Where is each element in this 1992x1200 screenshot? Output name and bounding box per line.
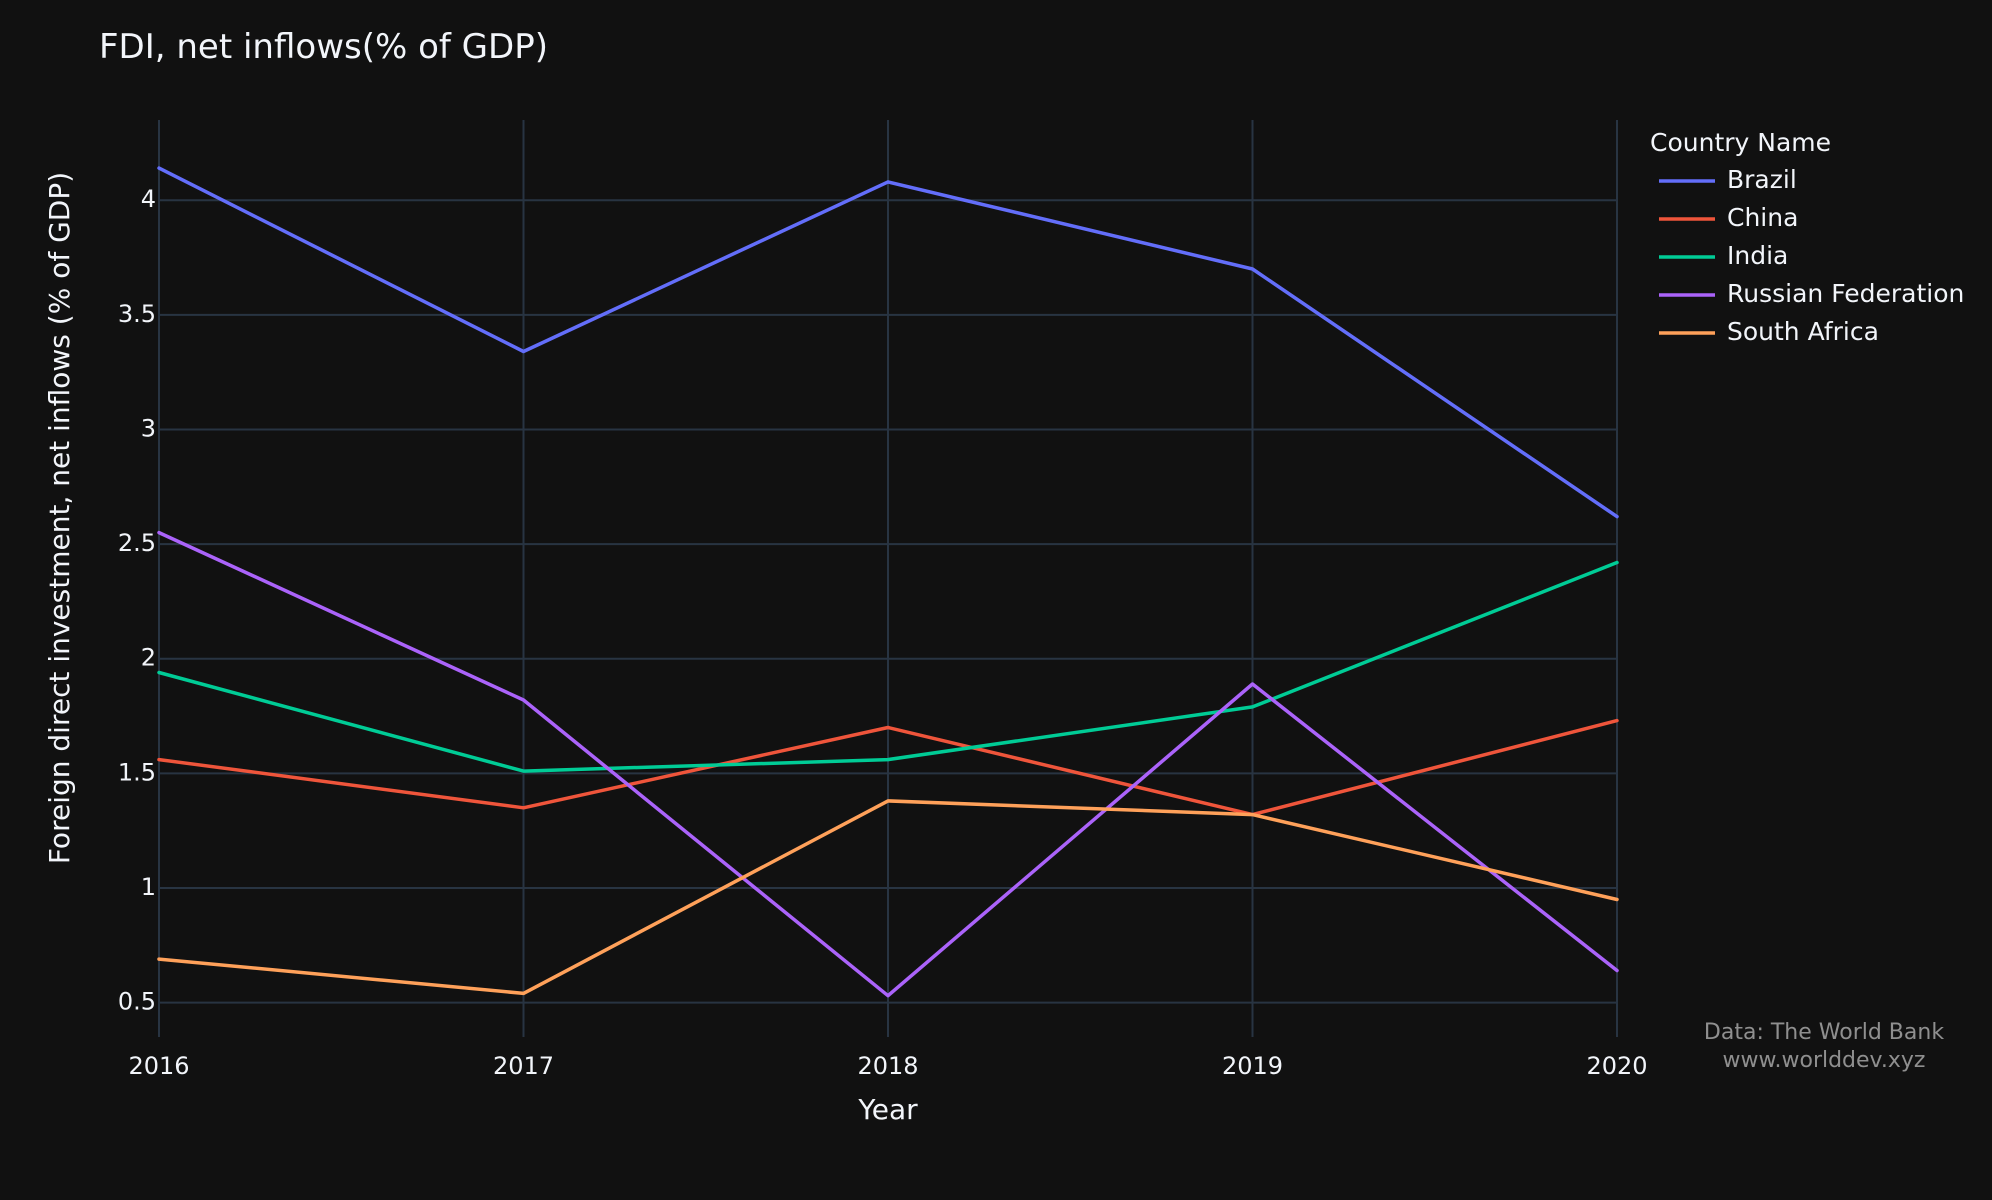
y-tick-label: 3 <box>141 414 156 442</box>
x-axis-title: Year <box>857 1093 918 1126</box>
source-line-1: Data: The World Bank <box>1704 1020 1944 1045</box>
x-tick-label: 2017 <box>493 1052 554 1080</box>
chart-title: FDI, net inflows(% of GDP) <box>99 27 548 67</box>
legend-item-china[interactable]: China <box>1727 203 1798 232</box>
x-tick-label: 2019 <box>1222 1052 1283 1080</box>
legend-item-south-africa[interactable]: South Africa <box>1727 317 1879 346</box>
y-tick-label: 1.5 <box>118 758 156 786</box>
legend-title: Country Name <box>1650 128 1831 157</box>
series-line-brazil <box>157 166 1619 519</box>
x-tick-label: 2020 <box>1586 1052 1647 1080</box>
legend-items: Brazil China India Russian Federation South … <box>1659 165 1964 346</box>
source-note: Data: The World Bank www.worlddev.xyz <box>1704 1020 1944 1073</box>
x-axis-ticks: 2016 2017 2018 2019 2020 <box>128 1052 1647 1080</box>
series-line-china <box>157 718 1619 817</box>
y-tick-label: 2 <box>141 644 156 672</box>
y-axis-ticks: 0.5 1 1.5 2 2.5 3 3.5 4 <box>118 185 156 1015</box>
gridlines <box>158 120 1618 1037</box>
y-tick-label: 0.5 <box>118 988 156 1016</box>
x-tick-label: 2016 <box>128 1052 189 1080</box>
y-tick-label: 1 <box>141 873 156 901</box>
series-line-south-africa <box>157 799 1619 996</box>
series-line-russian-federation <box>157 530 1619 998</box>
series-lines <box>157 166 1619 998</box>
y-tick-label: 3.5 <box>118 300 156 328</box>
series-line-india <box>157 560 1619 773</box>
x-tick-label: 2018 <box>857 1052 918 1080</box>
legend: Country Name Brazil China India Russian Fed… <box>1650 128 1964 346</box>
y-tick-label: 4 <box>141 185 156 213</box>
y-tick-label: 2.5 <box>118 529 156 557</box>
legend-item-brazil[interactable]: Brazil <box>1727 165 1797 194</box>
source-line-2: www.worlddev.xyz <box>1723 1048 1926 1073</box>
y-axis-title: Foreign direct investment, net inflows (… <box>43 172 76 864</box>
legend-item-india[interactable]: India <box>1727 241 1788 270</box>
legend-item-russian-federation[interactable]: Russian Federation <box>1727 279 1964 308</box>
